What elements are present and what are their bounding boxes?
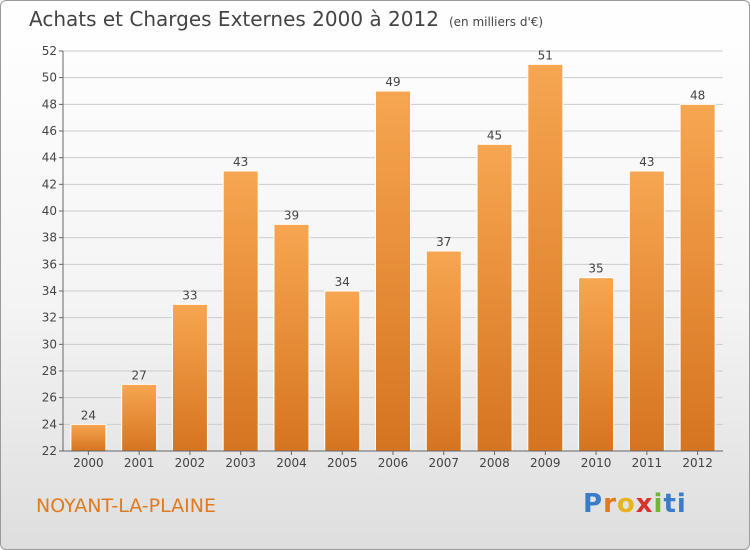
- bar-2003: [222, 170, 259, 452]
- axes: [59, 50, 723, 455]
- y-tick-label: 26: [42, 391, 57, 405]
- x-tick-label-2009: 2009: [530, 456, 561, 470]
- x-tick-label-2000: 2000: [73, 456, 104, 470]
- value-label-2000: 24: [81, 408, 96, 422]
- value-label-2003: 43: [233, 155, 248, 169]
- title-text: Achats et Charges Externes 2000 à 2012: [29, 7, 439, 31]
- y-tick-label: 30: [42, 337, 57, 351]
- y-tick-label: 38: [42, 231, 57, 245]
- x-tick-label-2004: 2004: [276, 456, 307, 470]
- bar-2008: [476, 143, 513, 452]
- value-label-2004: 39: [284, 208, 299, 222]
- x-tick-label-2010: 2010: [581, 456, 612, 470]
- value-label-2006: 49: [385, 75, 400, 89]
- value-label-2009: 51: [538, 48, 553, 62]
- x-tick-label-2008: 2008: [479, 456, 510, 470]
- bar-2010: [578, 277, 615, 452]
- y-tick-label: 32: [42, 311, 57, 325]
- bars: [70, 63, 716, 452]
- y-tick-label: 36: [42, 257, 57, 271]
- x-tick-label-2011: 2011: [632, 456, 663, 470]
- value-label-2007: 37: [436, 235, 451, 249]
- town-name: NOYANT-LA-PLAINE: [36, 495, 216, 517]
- bar-2002: [171, 303, 208, 452]
- x-tick-label-2001: 2001: [124, 456, 155, 470]
- x-tick-label-2002: 2002: [175, 456, 206, 470]
- bar-2006: [375, 90, 411, 452]
- y-tick-label: 44: [42, 151, 57, 165]
- x-tick-label-2007: 2007: [428, 456, 459, 470]
- y-tick-label: 40: [42, 204, 57, 218]
- y-tick-label: 50: [42, 71, 57, 85]
- x-tick-label-2012: 2012: [682, 456, 713, 470]
- y-tick-label: 24: [42, 417, 57, 431]
- chart-title: Achats et Charges Externes 2000 à 2012 (e…: [29, 7, 543, 31]
- title-unit: (en milliers d'€): [448, 15, 544, 29]
- value-label-2002: 33: [182, 288, 197, 302]
- x-tick-label-2006: 2006: [378, 456, 409, 470]
- x-tick-label-2005: 2005: [327, 456, 358, 470]
- bar-2005: [324, 290, 361, 452]
- bar-2001: [121, 383, 158, 452]
- bar-2012: [679, 103, 716, 452]
- y-tick-label: 52: [42, 44, 57, 58]
- value-label-2010: 35: [588, 262, 603, 276]
- labels: 22 24 26 28 30 32 34 36 38 40 42 44 46 48 50 52 24 2000 27…: [42, 44, 713, 470]
- value-label-2001: 27: [132, 368, 147, 382]
- x-tick-label-2003: 2003: [225, 456, 256, 470]
- bar-2009: [527, 63, 564, 452]
- y-tick-label: 28: [42, 364, 57, 378]
- value-label-2008: 45: [487, 128, 502, 142]
- y-tick-label: 22: [42, 444, 57, 458]
- y-tick-label: 42: [42, 177, 57, 191]
- y-tick-label: 34: [42, 284, 57, 298]
- bar-2007: [425, 250, 462, 452]
- bar-2000: [70, 423, 107, 452]
- value-label-2012: 48: [690, 88, 705, 102]
- value-label-2005: 34: [335, 275, 350, 289]
- proxiti-logo: Proxiti: [583, 489, 687, 519]
- y-tick-label: 48: [42, 97, 57, 111]
- y-tick-label: 46: [42, 124, 57, 138]
- bar-2011: [628, 170, 665, 452]
- value-label-2011: 43: [639, 155, 654, 169]
- bar-2004: [273, 223, 310, 452]
